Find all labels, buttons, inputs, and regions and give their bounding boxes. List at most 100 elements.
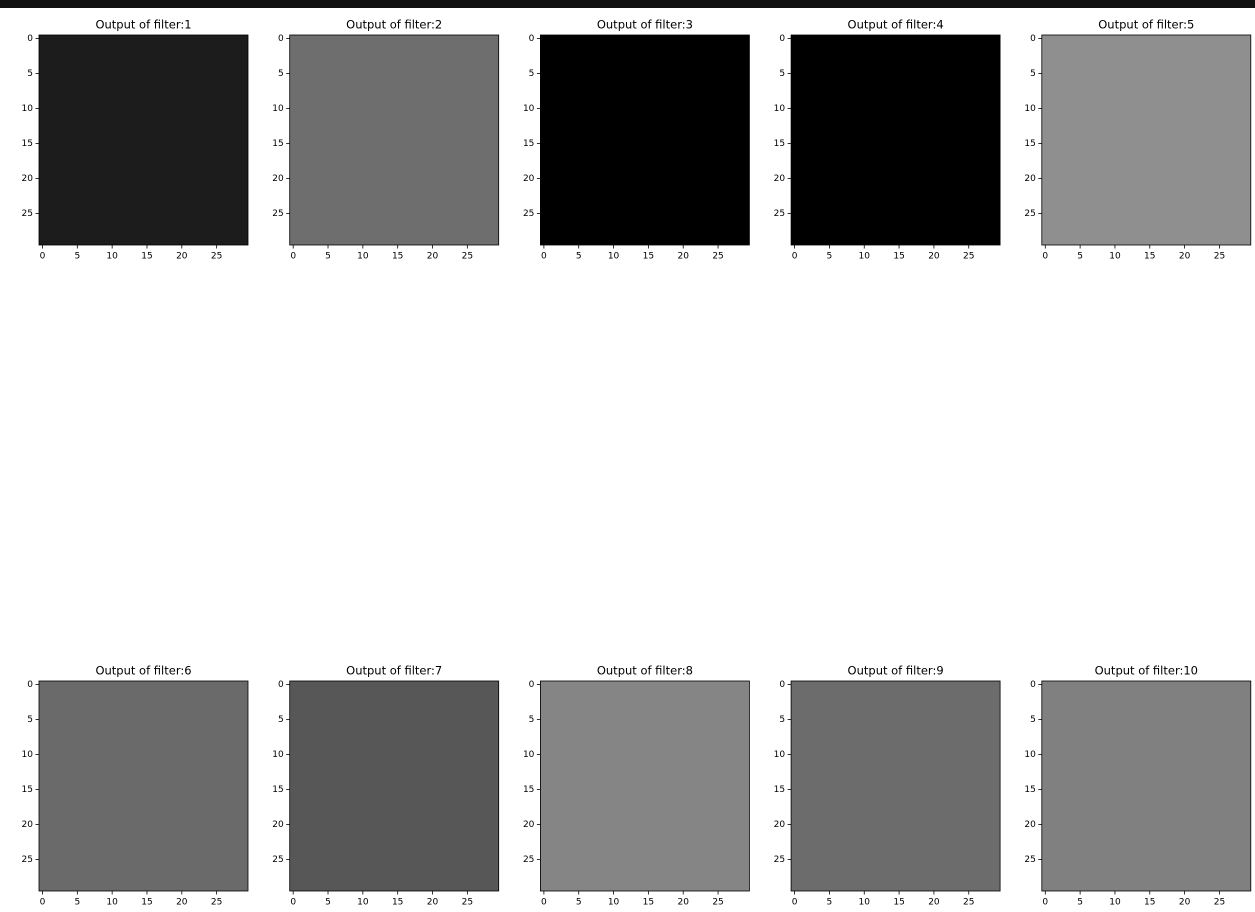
y-tick-label: 20 [774,174,786,184]
y-tick-label: 25 [1024,855,1035,865]
y-tick-label: 20 [272,820,284,830]
x-tick-label: 20 [928,252,940,262]
y-tick-label: 5 [27,715,33,725]
y-tick-label: 25 [22,209,33,219]
y-tick-label: 15 [22,139,33,149]
y-tick-label: 20 [272,174,284,184]
y-tick-label: 0 [529,34,535,44]
y-tick-label: 20 [22,820,34,830]
x-tick-label: 10 [357,898,369,908]
x-tick-label: 0 [290,252,296,262]
x-tick-label: 5 [827,898,833,908]
y-tick-label: 0 [779,34,785,44]
x-tick-label: 10 [1109,252,1121,262]
y-tick-label: 20 [774,820,786,830]
y-tick-label: 25 [22,855,33,865]
x-tick-label: 25 [963,898,974,908]
chart-title: Output of filter:2 [346,18,442,32]
y-tick-label: 25 [272,209,283,219]
x-tick-label: 0 [1042,898,1048,908]
x-tick-label: 20 [1179,252,1191,262]
image [38,34,249,246]
y-tick-label: 5 [779,69,785,79]
image [540,680,750,892]
chart-title: Output of filter:8 [597,664,693,678]
x-tick-label: 5 [325,898,331,908]
x-tick-label: 0 [290,898,296,908]
x-tick-label: 5 [1077,252,1083,262]
x-tick-label: 25 [462,252,473,262]
y-tick-label: 15 [22,785,33,795]
y-tick-label: 15 [523,785,534,795]
x-tick-label: 10 [357,252,369,262]
x-tick-label: 15 [643,252,654,262]
y-tick-label: 5 [1030,715,1036,725]
x-tick-label: 10 [106,252,118,262]
x-tick-label: 15 [643,898,654,908]
y-tick-label: 25 [523,209,534,219]
x-tick-label: 5 [576,898,582,908]
chart-title: Output of filter:1 [95,18,191,32]
x-tick-label: 20 [427,252,439,262]
x-tick-label: 0 [792,252,798,262]
x-tick-label: 25 [963,252,974,262]
x-tick-label: 10 [1109,898,1121,908]
x-tick-label: 25 [712,898,723,908]
y-tick-label: 10 [523,750,535,760]
y-tick-label: 10 [774,104,786,114]
image [790,680,1001,892]
y-tick-label: 10 [774,750,786,760]
y-tick-label: 25 [523,855,534,865]
y-tick-label: 25 [1024,209,1035,219]
y-tick-label: 5 [529,69,535,79]
x-tick-label: 0 [541,252,547,262]
chart-title: Output of filter:4 [848,18,944,32]
chart-title: Output of filter:10 [1095,664,1198,678]
x-tick-label: 20 [677,898,689,908]
y-tick-label: 0 [1030,34,1036,44]
y-tick-label: 25 [774,209,785,219]
x-tick-label: 0 [792,898,798,908]
y-tick-label: 0 [529,680,535,690]
x-tick-label: 5 [74,898,80,908]
x-tick-label: 10 [106,898,118,908]
y-tick-label: 0 [27,34,33,44]
x-tick-label: 5 [1077,898,1083,908]
x-tick-label: 0 [40,898,46,908]
chart-title: Output of filter:6 [95,664,191,678]
x-tick-label: 20 [1179,898,1191,908]
x-tick-label: 10 [859,252,871,262]
image [289,34,500,246]
y-tick-label: 10 [1024,104,1036,114]
y-tick-label: 25 [272,855,283,865]
x-tick-label: 5 [576,252,582,262]
x-tick-label: 15 [141,252,152,262]
x-tick-label: 0 [541,898,547,908]
y-tick-label: 5 [27,69,33,79]
x-tick-label: 10 [608,252,620,262]
y-tick-label: 15 [1024,139,1035,149]
x-tick-label: 25 [211,898,222,908]
image [540,34,750,246]
y-tick-label: 5 [278,715,284,725]
x-tick-label: 25 [211,252,222,262]
y-tick-label: 5 [529,715,535,725]
x-tick-label: 20 [928,898,940,908]
x-tick-label: 15 [392,252,403,262]
x-tick-label: 20 [176,898,188,908]
y-tick-label: 20 [523,820,535,830]
x-tick-label: 5 [827,252,833,262]
chart-title: Output of filter:9 [848,664,944,678]
chart-title: Output of filter:7 [346,664,442,678]
y-tick-label: 20 [1024,820,1036,830]
y-tick-label: 20 [523,174,535,184]
chart-title: Output of filter:5 [1098,18,1194,32]
image [289,680,500,892]
y-tick-label: 5 [278,69,284,79]
x-tick-label: 10 [859,898,871,908]
y-tick-label: 10 [523,104,535,114]
image [1041,34,1252,246]
x-tick-label: 10 [608,898,620,908]
x-tick-label: 0 [1042,252,1048,262]
